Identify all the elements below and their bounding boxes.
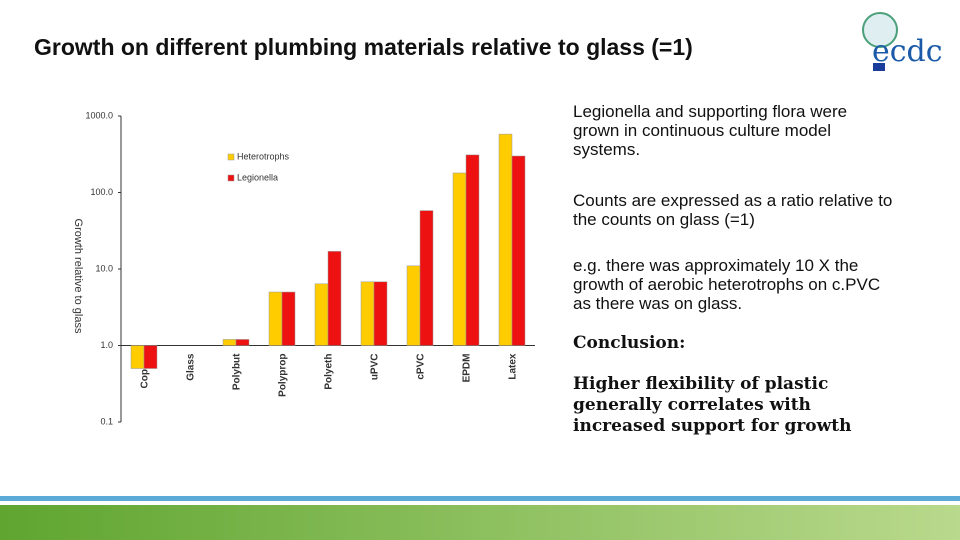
bar	[465, 154, 480, 346]
bar	[314, 283, 329, 346]
logo-flag	[873, 63, 885, 71]
slide-title: Growth on different plumbing materials r…	[34, 34, 693, 60]
conclusion-heading: Conclusion:	[573, 333, 686, 353]
bar	[406, 265, 421, 346]
note: Legionella and supporting flora were gro…	[573, 102, 848, 159]
bar	[222, 339, 237, 346]
x-tick-label: Latex	[508, 353, 519, 380]
y-tick-label: 1.0	[100, 340, 113, 350]
bar	[143, 345, 158, 369]
x-tick-label: Glass	[186, 353, 197, 381]
note: Counts are expressed as a ratio relative…	[573, 191, 893, 229]
bar	[419, 210, 434, 346]
footer-band	[0, 505, 960, 540]
bar	[327, 251, 342, 346]
legend-swatch	[227, 174, 235, 182]
bar	[452, 172, 467, 346]
x-tick-label: Polybut	[232, 353, 243, 390]
logo-globe	[862, 12, 898, 48]
bar	[235, 339, 250, 346]
x-tick-label: uPVC	[370, 354, 381, 381]
bar	[281, 291, 296, 346]
conclusion-text: Higher flexibility of plastic generally …	[573, 374, 852, 436]
bar	[130, 345, 145, 369]
y-tick-label: 100.0	[90, 187, 113, 197]
bar	[511, 155, 526, 346]
legend-label: Legionella	[237, 172, 278, 182]
note: e.g. there was approximately 10 X the gr…	[573, 256, 881, 313]
y-tick-label: 0.1	[100, 416, 113, 426]
bar	[498, 133, 513, 346]
bar	[268, 291, 283, 346]
y-axis-label: Growth relative to glass	[72, 219, 84, 334]
x-tick-label: Copper	[140, 353, 151, 388]
legend-swatch	[227, 153, 235, 161]
x-tick-label: cPVC	[416, 354, 427, 380]
x-tick-label: Polyeth	[324, 354, 335, 390]
x-tick-label: EPDM	[462, 354, 473, 383]
logo-text: ecdc	[872, 34, 943, 69]
legend-label: Heterotrophs	[237, 151, 290, 161]
y-tick-label: 10.0	[95, 263, 113, 273]
y-tick-label: 1000.0	[85, 110, 113, 120]
bar	[373, 281, 388, 346]
footer-band	[0, 496, 960, 501]
x-tick-label: Polyprop	[278, 354, 289, 397]
bar	[360, 281, 375, 346]
